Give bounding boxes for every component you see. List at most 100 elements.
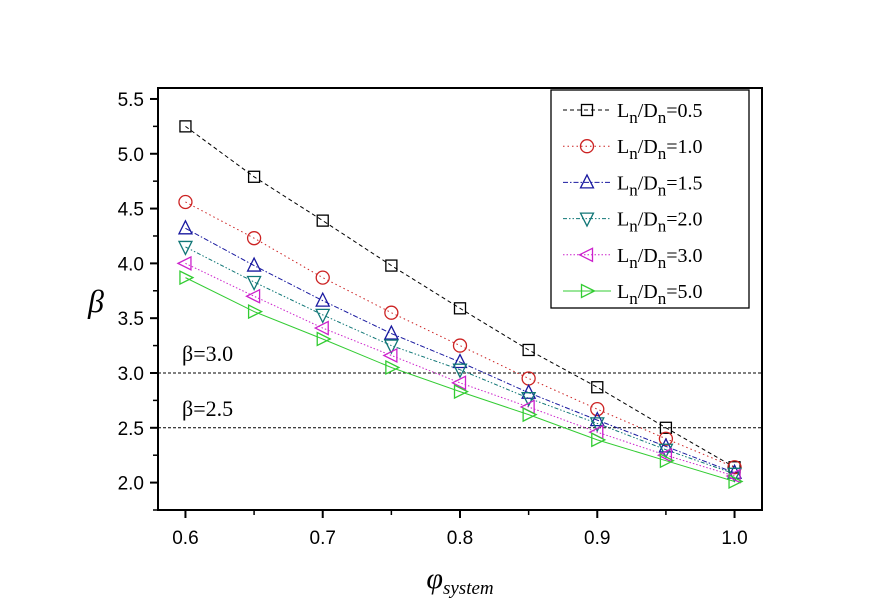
legend-label-part: L <box>617 245 629 267</box>
series-line <box>185 125 735 468</box>
triangle-left-marker <box>451 375 467 391</box>
legend-label-part: /D <box>638 136 658 158</box>
legend-box <box>550 89 750 309</box>
triangle-down-marker <box>521 392 537 408</box>
legend-label-part: n <box>658 108 667 127</box>
y-tick-label: 3.5 <box>118 309 144 330</box>
legend: Ln/Dn=0.5Ln/Dn=1.0Ln/Dn=1.5Ln/Dn=2.0Ln/D… <box>550 89 750 309</box>
legend-label-part: L <box>617 136 629 158</box>
legend-label-part: n <box>629 289 638 308</box>
y-tick-label: 3.0 <box>118 364 144 385</box>
triangle-right-marker <box>385 359 401 376</box>
triangle-right-marker <box>591 432 607 448</box>
legend-label-part: /D <box>638 281 658 303</box>
triangle-down-marker <box>726 467 743 483</box>
x-axis-label-sub: system <box>443 578 494 599</box>
square-marker <box>385 259 398 272</box>
x-axis-label: φsystem <box>426 562 493 599</box>
triangle-up-marker <box>315 291 331 307</box>
circle-marker <box>315 270 330 285</box>
legend-label-part: /D <box>638 100 658 122</box>
circle-marker <box>579 139 595 154</box>
square-marker <box>659 421 673 434</box>
legend-label-part: =5.0 <box>666 281 702 303</box>
triangle-up-marker <box>177 219 194 235</box>
legend-label-part: n <box>658 180 667 199</box>
legend-label-part: n <box>658 144 667 163</box>
series-line <box>185 277 735 482</box>
circle-marker <box>590 402 605 417</box>
triangle-down-marker <box>383 339 399 355</box>
legend-label: Ln/Dn=2.0 <box>617 209 703 236</box>
series-line <box>185 227 735 474</box>
triangle-left-marker <box>382 347 398 364</box>
triangle-down-marker <box>315 308 331 324</box>
triangle-down-marker <box>658 443 674 459</box>
square-marker <box>580 103 594 117</box>
y-tick-label: 5.5 <box>118 90 144 111</box>
square-marker <box>316 214 329 227</box>
series-group <box>176 120 744 490</box>
triangle-up-marker <box>246 256 262 272</box>
legend-label-part: /D <box>638 209 658 231</box>
x-tick-label: 0.7 <box>310 528 336 549</box>
series-1 <box>178 194 742 475</box>
circle-marker <box>521 371 536 386</box>
circle-marker <box>658 431 674 446</box>
y-axis-label: β <box>87 283 104 319</box>
triangle-down-marker <box>177 240 194 256</box>
series-line <box>185 201 735 468</box>
series-0 <box>179 120 741 474</box>
triangle-up-marker <box>589 411 605 427</box>
legend-label-part: L <box>617 209 629 231</box>
reference-lines: β=3.0 β=2.5 <box>158 341 762 429</box>
x-tick-label: 0.6 <box>172 528 198 549</box>
series-2 <box>177 219 743 479</box>
circle-marker <box>452 338 468 353</box>
legend-label-part: n <box>629 253 638 272</box>
circle-marker <box>384 305 399 320</box>
triangle-right-marker <box>728 473 744 490</box>
triangle-left-marker <box>313 320 329 336</box>
legend-label-part: =3.0 <box>666 245 702 267</box>
triangle-left-marker <box>176 255 192 271</box>
legend-label-part: n <box>629 144 638 163</box>
circle-marker <box>246 231 262 246</box>
square-marker <box>522 343 535 357</box>
triangle-up-marker <box>579 173 595 189</box>
series-3 <box>177 240 743 483</box>
triangle-right-marker <box>179 270 195 286</box>
triangle-right-marker <box>522 407 538 423</box>
legend-label-part: =0.5 <box>666 100 702 122</box>
legend-label-part: =2.0 <box>666 209 702 231</box>
triangle-left-marker <box>578 247 594 263</box>
square-marker <box>591 381 604 394</box>
triangle-down-marker <box>452 363 468 379</box>
triangle-up-marker <box>521 383 537 399</box>
legend-label: Ln/Dn=0.5 <box>617 100 703 127</box>
triangle-right-marker <box>316 331 332 347</box>
y-tick-label: 5.0 <box>118 145 144 166</box>
x-tick-label: 0.9 <box>584 528 610 549</box>
legend-label-part: n <box>658 253 667 272</box>
legend-label-part: /D <box>638 172 658 194</box>
legend-label: Ln/Dn=1.5 <box>617 172 703 199</box>
series-line <box>185 262 735 477</box>
legend-label: Ln/Dn=5.0 <box>617 281 703 308</box>
circle-marker <box>178 194 193 210</box>
legend-label-part: /D <box>638 245 658 267</box>
triangle-right-marker <box>580 283 596 299</box>
x-tick-label: 1.0 <box>721 528 747 549</box>
square-marker <box>247 170 261 183</box>
series-5 <box>179 270 744 490</box>
triangle-up-marker <box>452 353 468 369</box>
triangle-right-marker <box>247 304 264 320</box>
triangle-left-marker <box>725 468 741 484</box>
y-tick-label: 2.5 <box>118 419 144 440</box>
triangle-down-marker <box>589 417 605 433</box>
legend-label: Ln/Dn=3.0 <box>617 245 703 272</box>
legend-label-part: L <box>617 172 629 194</box>
triangle-right-marker <box>659 453 675 469</box>
legend-label-part: n <box>629 108 638 127</box>
legend-label-part: n <box>629 217 638 236</box>
